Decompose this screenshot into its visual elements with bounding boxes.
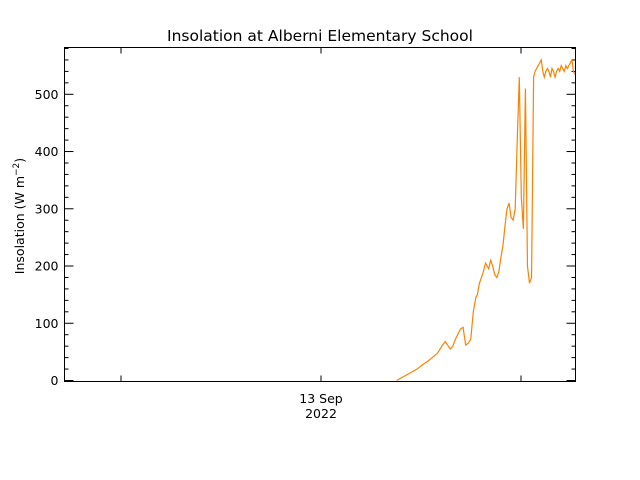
plot-frame xyxy=(64,47,576,382)
y-axis-label-close: ) xyxy=(12,158,27,163)
x-tick-label-day: 13 Sep xyxy=(299,391,343,406)
insolation-series-line xyxy=(396,58,576,382)
chart-title: Insolation at Alberni Elementary School xyxy=(167,27,473,45)
y-tick-label-200: 200 xyxy=(35,259,59,274)
y-tick-label-400: 400 xyxy=(35,144,59,159)
y-tick-label-0: 0 xyxy=(51,373,59,388)
x-axis-ticks xyxy=(120,47,522,382)
y-axis-ticks: 0 100 200 300 400 500 xyxy=(35,48,576,388)
y-tick-label-500: 500 xyxy=(35,87,59,102)
y-axis-label-main: Insolation (W m xyxy=(12,176,27,274)
y-axis-label: Insolation (W m−2) xyxy=(12,158,27,274)
x-tick-label-year: 2022 xyxy=(305,406,337,421)
y-tick-label-100: 100 xyxy=(35,316,59,331)
y-tick-label-300: 300 xyxy=(35,201,59,216)
y-axis-label-superscript: −2 xyxy=(12,163,22,176)
